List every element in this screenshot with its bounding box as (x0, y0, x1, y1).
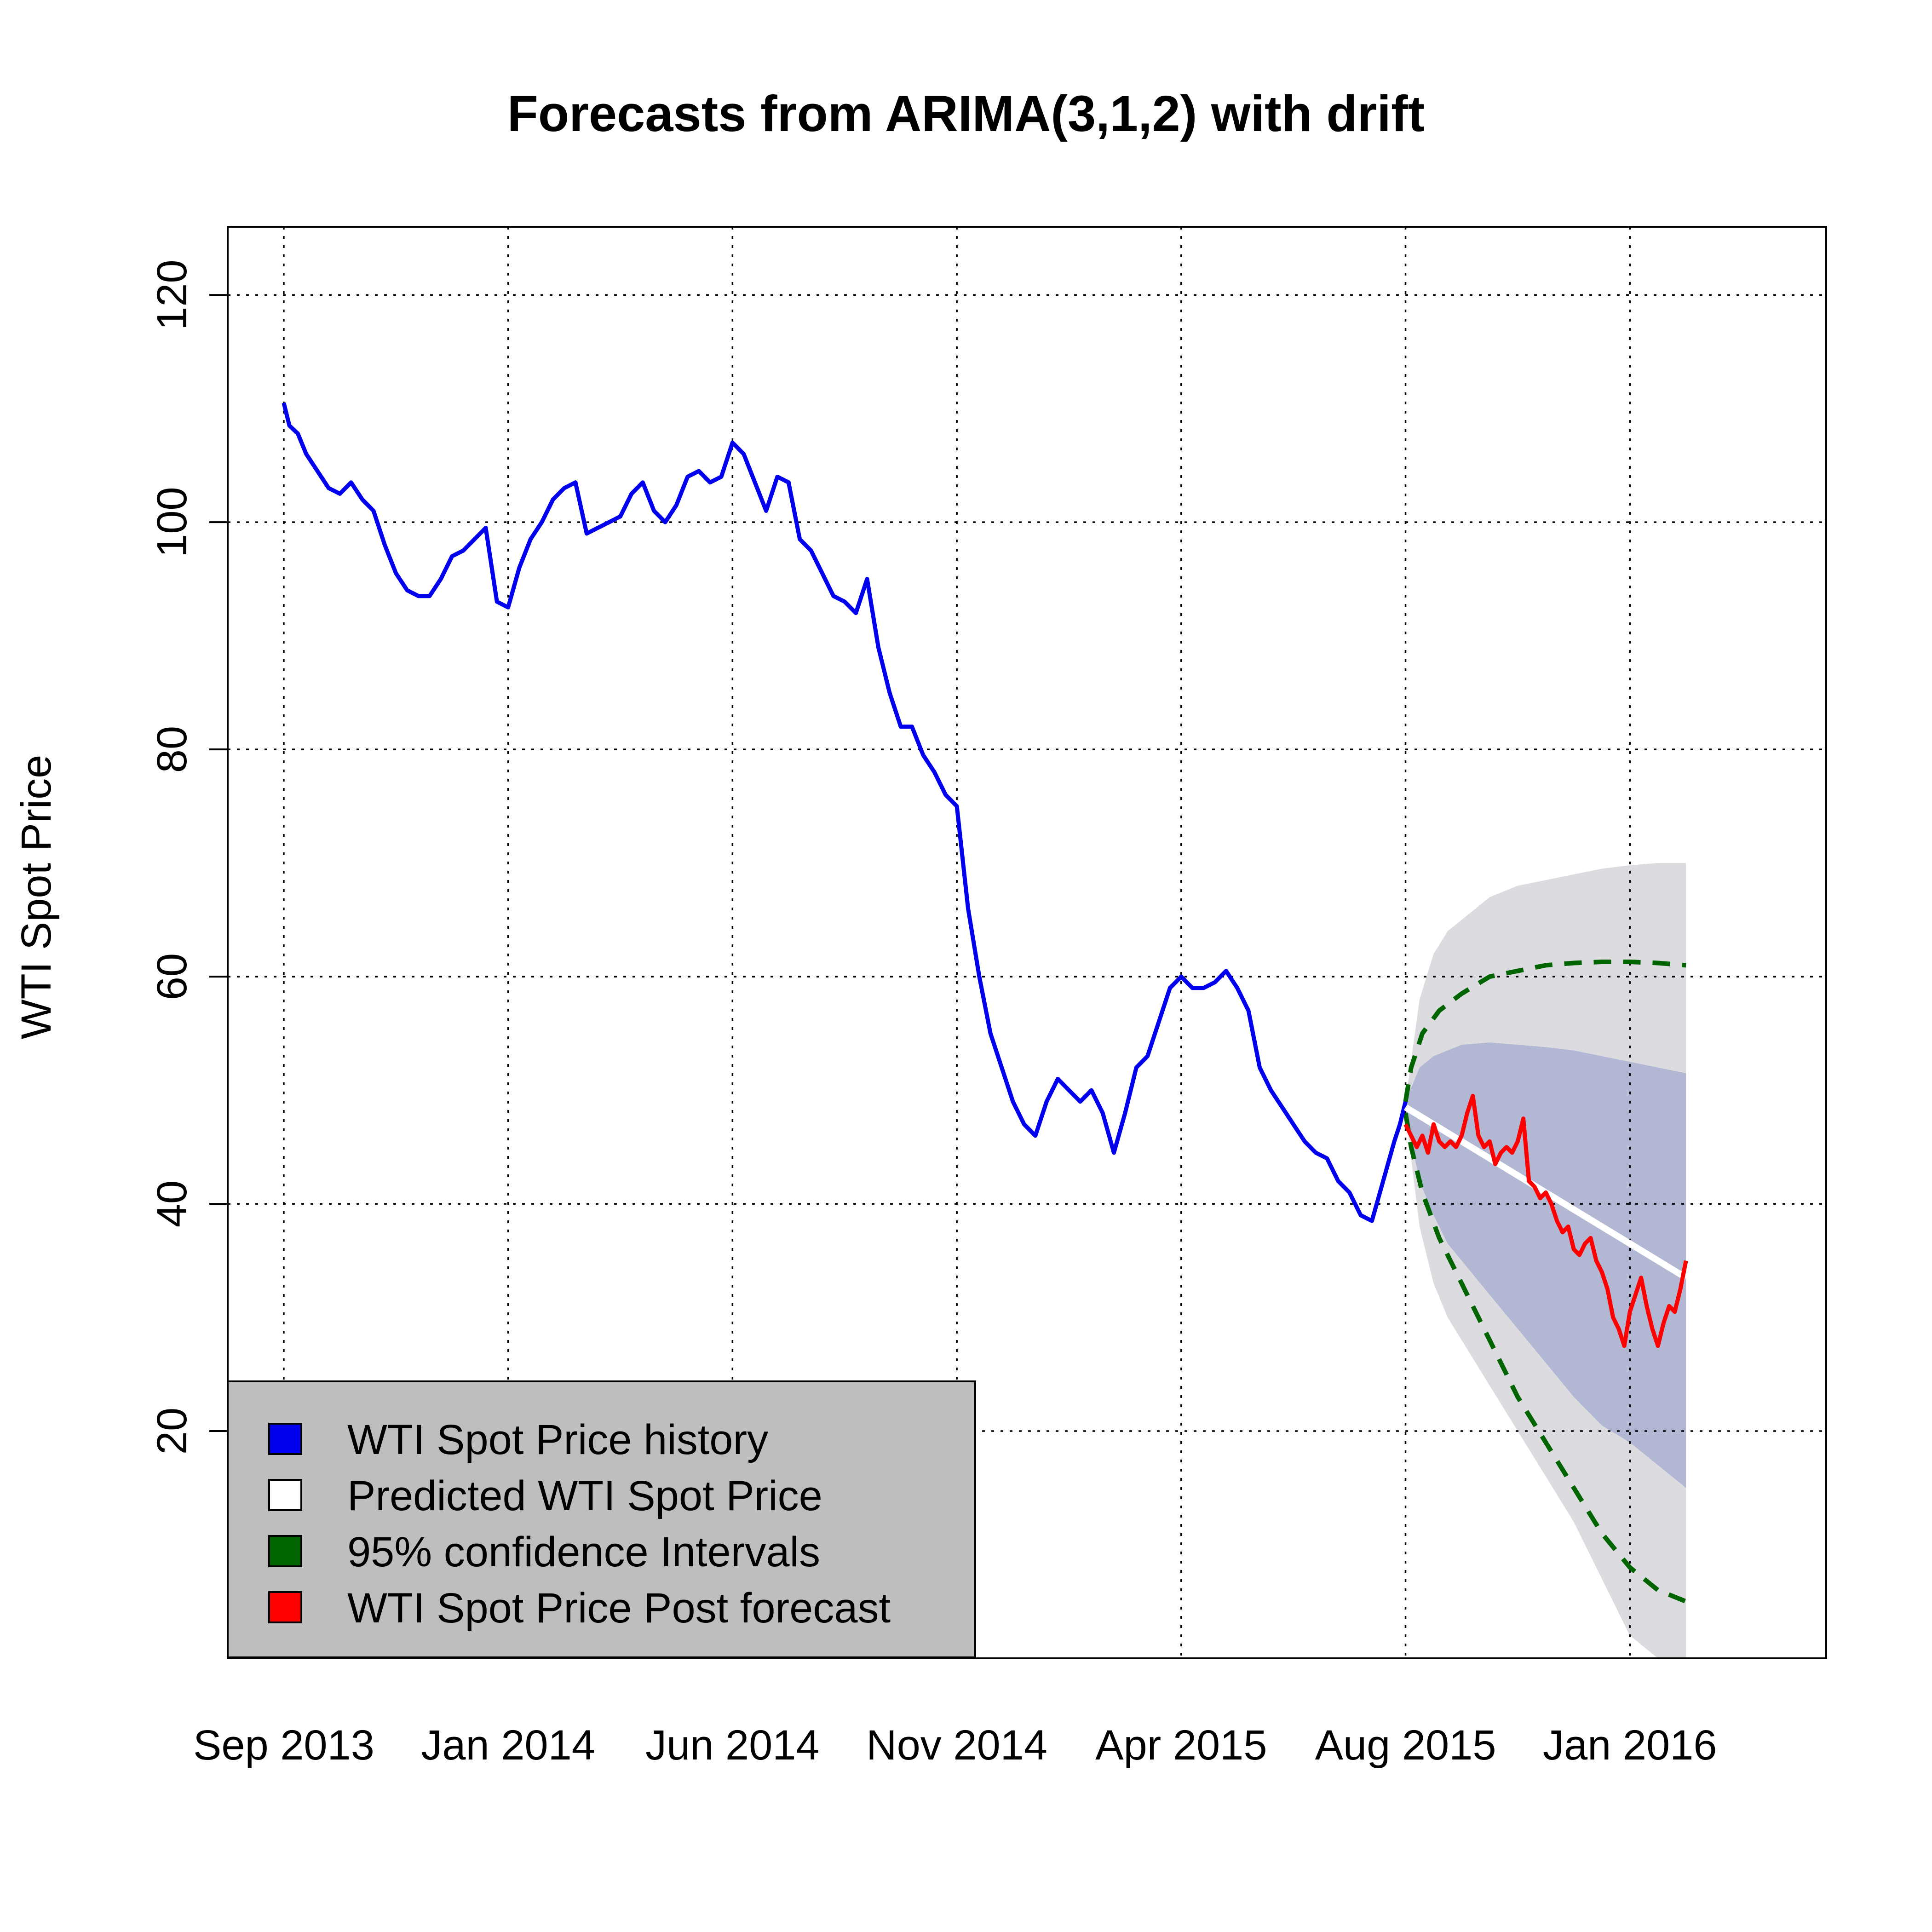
x-tick-label: Apr 2015 (1095, 1722, 1267, 1769)
y-tick-label: 80 (149, 726, 196, 773)
y-tick-label: 20 (149, 1408, 196, 1455)
x-tick-label: Jan 2014 (421, 1722, 595, 1769)
legend-swatch (268, 1423, 302, 1455)
history-line (282, 402, 1408, 1223)
x-tick-label: Jun 2014 (645, 1722, 820, 1769)
legend-label: 95% confidence Intervals (347, 1529, 820, 1576)
y-axis-label: WTI Spot Price (13, 755, 60, 1040)
series-lines (282, 402, 1688, 1604)
legend-label: Predicted WTI Spot Price (347, 1472, 822, 1519)
x-axis: Sep 2013 Jan 2014 Jun 2014 Nov 2014 Apr 2015… (193, 1722, 1717, 1769)
plot-frame (227, 226, 1827, 1659)
legend-label: WTI Spot Price Post forecast (347, 1585, 891, 1632)
legend-label: WTI Spot Price history (347, 1416, 768, 1463)
y-tick-label: 100 (149, 487, 196, 558)
lower-interval-line (1403, 1112, 1687, 1604)
y-tick-label: 60 (149, 953, 196, 1000)
legend-swatch (268, 1591, 302, 1623)
x-tick-label: Jan 2016 (1543, 1722, 1717, 1769)
confidence-bands (1405, 863, 1686, 1658)
band-80 (1405, 1042, 1686, 1488)
y-tick-label: 40 (149, 1180, 196, 1227)
x-tick-label: Nov 2014 (866, 1722, 1047, 1769)
legend: WTI Spot Price history Predicted WTI Spot… (227, 1380, 976, 1658)
post-forecast-line (1403, 1093, 1688, 1348)
x-tick-label: Sep 2013 (193, 1722, 374, 1769)
x-tick-label: Aug 2015 (1315, 1722, 1496, 1769)
y-tick-label: 120 (149, 259, 196, 330)
legend-swatch (268, 1479, 302, 1511)
chart-title: Forecasts from ARIMA(3,1,2) with drift (507, 86, 1425, 142)
upper-interval-line (1403, 960, 1686, 1102)
y-axis: 20 40 60 80 100 120 (149, 259, 228, 1455)
legend-box (227, 1380, 976, 1658)
legend-swatch (268, 1535, 302, 1567)
